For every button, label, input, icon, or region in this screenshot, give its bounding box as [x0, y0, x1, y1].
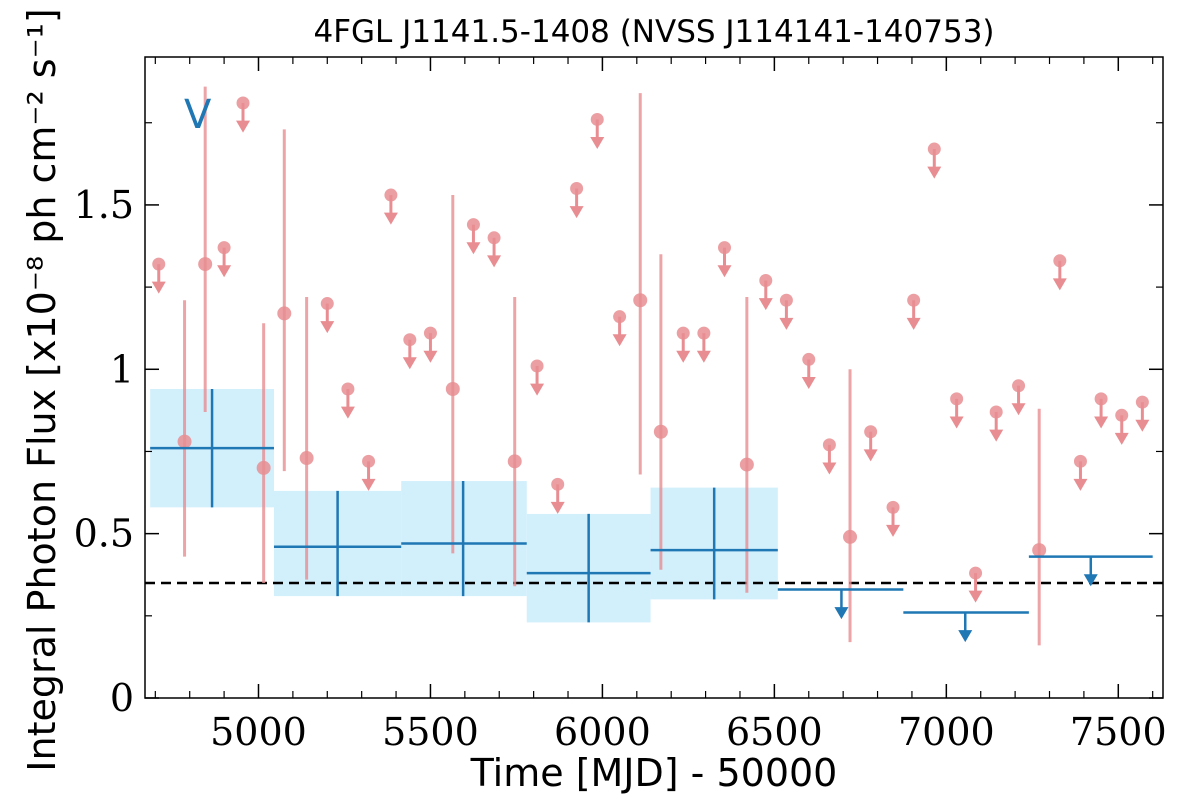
fine-bin-upper-limit-arrow-head [696, 350, 711, 363]
fine-bin-upper-limit-arrow-head [779, 317, 794, 330]
y-tick-label: 1.5 [74, 183, 134, 227]
fine-bin-upper-limit-arrow-head [320, 321, 335, 334]
fine-bin-upper-limit-arrow-head [1011, 403, 1026, 416]
y-tick-label: 0.5 [74, 512, 134, 556]
fine-bin-upper-limit-arrow-head [236, 120, 251, 133]
fine-bin-upper-limit-arrow-head [151, 281, 166, 294]
fine-bin-upper-limit-arrow-head [402, 357, 417, 370]
fine-bin-upper-limit-arrow-head [612, 334, 627, 347]
fine-bin-upper-limit-arrow-head [863, 449, 878, 462]
fine-bin-upper-limit-arrow-head [968, 590, 983, 603]
coarse-bin-upper-limit-arrow-head [958, 630, 973, 643]
fine-bin-point [299, 451, 314, 466]
fine-bin-point [177, 434, 192, 449]
x-tick-label: 7000 [898, 710, 995, 754]
fine-bin-upper-limit-arrow-head [590, 137, 605, 150]
fine-bin-point [507, 454, 522, 469]
x-axis-label: Time [MJD] - 50000 [470, 751, 838, 795]
fine-bin-upper-limit-arrow-head [1135, 419, 1150, 432]
fine-bin-upper-limit-arrow-head [949, 416, 964, 429]
fine-bin-upper-limit-arrow-head [906, 317, 921, 330]
coarse-bin-upper-limit-arrow-head [1083, 574, 1098, 587]
band-label: V [184, 92, 212, 138]
fine-bin-point [198, 257, 213, 272]
x-tick-label: 7500 [1070, 710, 1167, 754]
fine-bin-point [843, 529, 858, 544]
fine-bin-point [739, 457, 754, 472]
fine-bin-point [256, 460, 271, 475]
fine-bin-point [633, 293, 648, 308]
y-tick-label: 0 [110, 676, 134, 720]
x-tick-label: 6500 [726, 710, 823, 754]
chart-title: 4FGL J1141.5-1408 (NVSS J114141-140753) [313, 14, 994, 50]
fine-bin-upper-limit-arrow-head [423, 350, 438, 363]
fine-bin-upper-limit-arrow-head [676, 350, 691, 363]
x-tick-label: 6000 [554, 710, 651, 754]
fine-bin-upper-limit-arrow-head [530, 383, 545, 396]
fine-bin-series [151, 86, 1150, 646]
fine-bin-point [445, 382, 460, 397]
fine-bin-upper-limit-arrow-head [217, 265, 232, 278]
fine-bin-upper-limit-arrow-head [361, 478, 376, 491]
fine-bin-upper-limit-arrow-head [886, 524, 901, 537]
coarse-bin-series [150, 389, 1153, 643]
fine-bin-upper-limit-arrow-head [758, 298, 773, 311]
fine-bin-upper-limit-arrow-head [1073, 478, 1088, 491]
fine-bin-upper-limit-arrow-head [927, 166, 942, 179]
fine-bin-upper-limit-arrow-head [1052, 278, 1067, 291]
coarse-bin-upper-limit-arrow-head [834, 607, 849, 620]
fine-bin-upper-limit-arrow-head [383, 212, 398, 225]
fine-bin-upper-limit-arrow-head [550, 501, 565, 514]
fine-bin-point [653, 424, 668, 439]
fine-bin-upper-limit-arrow-head [487, 255, 502, 268]
fine-bin-upper-limit-arrow-head [1114, 432, 1129, 445]
fine-bin-upper-limit-arrow-head [822, 462, 837, 475]
fine-bin-point [1032, 543, 1047, 558]
fine-bin-upper-limit-arrow-head [569, 206, 584, 219]
x-tick-label: 5500 [382, 710, 479, 754]
fine-bin-upper-limit-arrow-head [801, 377, 816, 390]
axis-ticks: 5000 5500 6000 6500 7000 7500 0 0.5 1 1.5 [74, 57, 1167, 754]
plot-frame [144, 56, 1164, 699]
fine-bin-upper-limit-arrow-head [340, 406, 355, 419]
y-axis-label: Integral Photon Flux [x10⁻⁸ ph cm⁻² s⁻¹] [20, 8, 64, 771]
fine-bin-point [277, 306, 292, 321]
fine-bin-upper-limit-arrow-head [717, 265, 732, 278]
fine-bin-upper-limit-arrow-head [989, 429, 1004, 442]
y-tick-label: 1 [110, 347, 134, 391]
fine-bin-upper-limit-arrow-head [466, 242, 481, 255]
fine-bin-upper-limit-arrow-head [1094, 416, 1109, 429]
x-tick-label: 5000 [210, 710, 307, 754]
